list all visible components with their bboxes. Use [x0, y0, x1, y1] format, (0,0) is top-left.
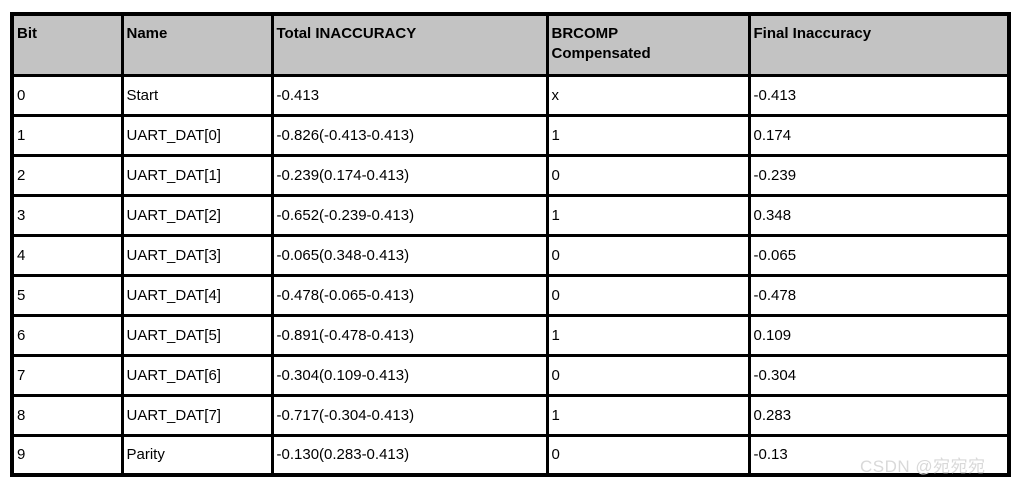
cell-final-inaccuracy: -0.413	[747, 73, 1011, 117]
cell-name: UART_DAT[1]	[120, 153, 274, 197]
table-row: 2 UART_DAT[1] -0.239(0.174-0.413) 0 -0.2…	[10, 153, 1011, 197]
table-row: 8 UART_DAT[7] -0.717(-0.304-0.413) 1 0.2…	[10, 393, 1011, 437]
cell-final-inaccuracy: 0.348	[747, 193, 1011, 237]
cell-bit: 4	[10, 233, 124, 277]
table-row: 5 UART_DAT[4] -0.478(-0.065-0.413) 0 -0.…	[10, 273, 1011, 317]
cell-brcomp-compensated: 1	[545, 193, 751, 237]
uart-inaccuracy-table-container: Bit Name Total INACCURACY BRCOMP Compens…	[10, 12, 1011, 477]
cell-final-inaccuracy: -0.239	[747, 153, 1011, 197]
table-row: 4 UART_DAT[3] -0.065(0.348-0.413) 0 -0.0…	[10, 233, 1011, 277]
cell-total-inaccuracy: -0.826(-0.413-0.413)	[270, 113, 549, 157]
cell-total-inaccuracy: -0.413	[270, 73, 549, 117]
cell-bit: 6	[10, 313, 124, 357]
table-row: 6 UART_DAT[5] -0.891(-0.478-0.413) 1 0.1…	[10, 313, 1011, 357]
cell-total-inaccuracy: -0.478(-0.065-0.413)	[270, 273, 549, 317]
cell-brcomp-compensated: 0	[545, 233, 751, 277]
cell-total-inaccuracy: -0.065(0.348-0.413)	[270, 233, 549, 277]
table-row: 1 UART_DAT[0] -0.826(-0.413-0.413) 1 0.1…	[10, 113, 1011, 157]
cell-bit: 1	[10, 113, 124, 157]
cell-name: UART_DAT[0]	[120, 113, 274, 157]
header-cell-final-inaccuracy: Final Inaccuracy	[747, 12, 1011, 77]
cell-name: UART_DAT[3]	[120, 233, 274, 277]
cell-total-inaccuracy: -0.652(-0.239-0.413)	[270, 193, 549, 237]
header-cell-name: Name	[120, 12, 274, 77]
uart-inaccuracy-table: Bit Name Total INACCURACY BRCOMP Compens…	[10, 12, 1011, 477]
cell-brcomp-compensated: 1	[545, 393, 751, 437]
table-row: 7 UART_DAT[6] -0.304(0.109-0.413) 0 -0.3…	[10, 353, 1011, 397]
cell-name: Start	[120, 73, 274, 117]
cell-final-inaccuracy: 0.283	[747, 393, 1011, 437]
cell-bit: 9	[10, 433, 124, 477]
cell-final-inaccuracy: -0.065	[747, 233, 1011, 277]
cell-total-inaccuracy: -0.239(0.174-0.413)	[270, 153, 549, 197]
cell-name: Parity	[120, 433, 274, 477]
cell-final-inaccuracy: 0.174	[747, 113, 1011, 157]
cell-bit: 0	[10, 73, 124, 117]
cell-brcomp-compensated: 1	[545, 313, 751, 357]
cell-bit: 8	[10, 393, 124, 437]
cell-brcomp-compensated: 0	[545, 153, 751, 197]
cell-total-inaccuracy: -0.304(0.109-0.413)	[270, 353, 549, 397]
cell-brcomp-compensated: 0	[545, 353, 751, 397]
table-header-row: Bit Name Total INACCURACY BRCOMP Compens…	[10, 12, 1011, 77]
cell-bit: 2	[10, 153, 124, 197]
cell-name: UART_DAT[6]	[120, 353, 274, 397]
cell-brcomp-compensated: 0	[545, 433, 751, 477]
cell-total-inaccuracy: -0.891(-0.478-0.413)	[270, 313, 549, 357]
cell-total-inaccuracy: -0.130(0.283-0.413)	[270, 433, 549, 477]
cell-total-inaccuracy: -0.717(-0.304-0.413)	[270, 393, 549, 437]
cell-brcomp-compensated: x	[545, 73, 751, 117]
cell-brcomp-compensated: 0	[545, 273, 751, 317]
cell-bit: 7	[10, 353, 124, 397]
cell-name: UART_DAT[2]	[120, 193, 274, 237]
table-row: 0 Start -0.413 x -0.413	[10, 73, 1011, 117]
cell-brcomp-compensated: 1	[545, 113, 751, 157]
cell-final-inaccuracy: 0.109	[747, 313, 1011, 357]
cell-final-inaccuracy: -0.478	[747, 273, 1011, 317]
cell-bit: 5	[10, 273, 124, 317]
cell-final-inaccuracy: -0.304	[747, 353, 1011, 397]
table-row: 9 Parity -0.130(0.283-0.413) 0 -0.13	[10, 433, 1011, 477]
cell-final-inaccuracy: -0.13	[747, 433, 1011, 477]
header-cell-total-inaccuracy: Total INACCURACY	[270, 12, 549, 77]
header-cell-brcomp-compensated: BRCOMP Compensated	[545, 12, 751, 77]
table-row: 3 UART_DAT[2] -0.652(-0.239-0.413) 1 0.3…	[10, 193, 1011, 237]
header-cell-bit: Bit	[10, 12, 124, 77]
cell-name: UART_DAT[4]	[120, 273, 274, 317]
cell-name: UART_DAT[7]	[120, 393, 274, 437]
cell-bit: 3	[10, 193, 124, 237]
cell-name: UART_DAT[5]	[120, 313, 274, 357]
